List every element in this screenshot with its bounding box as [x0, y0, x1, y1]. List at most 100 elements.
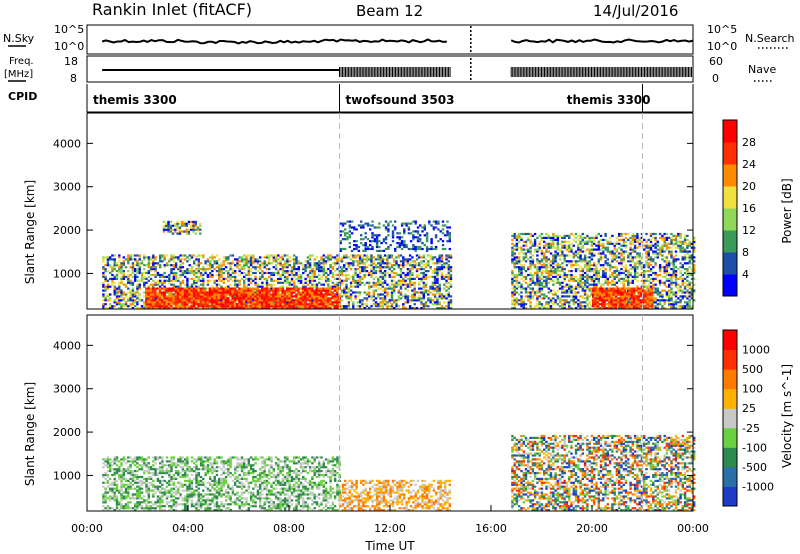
- heatmap-cell: [217, 295, 221, 298]
- heatmap-cell: [597, 271, 600, 275]
- heatmap-cell: [333, 262, 337, 265]
- heatmap-cell: [149, 266, 153, 269]
- heatmap-cell: [586, 281, 589, 284]
- heatmap-cell: [324, 289, 327, 292]
- heatmap-cell: [608, 262, 612, 265]
- heatmap-cell: [438, 285, 441, 288]
- heatmap-cell: [308, 297, 312, 300]
- heatmap-cell: [443, 287, 446, 290]
- heatmap-cell: [281, 299, 284, 302]
- heatmap-cell: [434, 245, 438, 249]
- heatmap-cell: [270, 293, 273, 296]
- heatmap-cell: [206, 268, 210, 271]
- heatmap-cell: [167, 303, 171, 306]
- heatmap-cell: [356, 264, 360, 267]
- heatmap-cell: [213, 303, 216, 306]
- heatmap-cell: [549, 305, 553, 308]
- heatmap-cell: [322, 254, 325, 257]
- heatmap-cell: [529, 297, 532, 300]
- heatmap-cell: [611, 242, 614, 245]
- heatmap-cell: [274, 289, 277, 292]
- heatmap-cell: [161, 307, 164, 310]
- heatmap-cell: [220, 299, 223, 302]
- heatmap-cell: [333, 297, 337, 300]
- heatmap-cell: [375, 242, 379, 245]
- heatmap-cell: [620, 234, 623, 237]
- heatmap-cell: [170, 295, 173, 298]
- heatmap-cell: [145, 307, 148, 310]
- heatmap-cell: [199, 268, 203, 271]
- heatmap-cell: [579, 266, 582, 269]
- heatmap-cell: [387, 234, 390, 237]
- heatmap-cell: [531, 244, 535, 247]
- heatmap-cell: [443, 283, 446, 286]
- heatmap-cell: [134, 301, 137, 304]
- heatmap-cell: [577, 287, 580, 290]
- heatmap-cell: [299, 299, 302, 302]
- heatmap-cell: [432, 228, 436, 231]
- heatmap-cell: [192, 299, 196, 302]
- heatmap-cell: [428, 247, 431, 251]
- heatmap-cell: [563, 256, 566, 259]
- heatmap-cell: [404, 273, 407, 277]
- heatmap-cell: [247, 277, 250, 280]
- heatmap-cell: [518, 268, 521, 271]
- heatmap-cell: [145, 287, 148, 290]
- heatmap-cell: [104, 297, 107, 300]
- heatmap-cell: [315, 303, 318, 306]
- heatmap-cell: [211, 266, 214, 269]
- heatmap-cell: [174, 297, 177, 300]
- heatmap-cell: [196, 228, 200, 231]
- heatmap-cell: [436, 271, 439, 275]
- heatmap-cell: [308, 262, 312, 265]
- heatmap-cell: [281, 258, 285, 261]
- heatmap-cell: [608, 270, 612, 273]
- heatmap-cell: [306, 297, 309, 300]
- heatmap-cell: [593, 270, 596, 273]
- heatmap-cell: [552, 254, 555, 257]
- heatmap-cell: [322, 293, 325, 296]
- heatmap-cell: [320, 258, 323, 261]
- heatmap-cell: [427, 297, 430, 300]
- heatmap-cell: [375, 245, 379, 249]
- heatmap-cell: [229, 301, 232, 304]
- heatmap-cell: [413, 297, 416, 300]
- heatmap-cell: [172, 271, 175, 275]
- heatmap-cell: [204, 268, 207, 271]
- heatmap-cell: [529, 262, 532, 265]
- heatmap-cell: [174, 295, 177, 298]
- heatmap-cell: [400, 240, 404, 243]
- heatmap-cell: [240, 301, 243, 304]
- heatmap-cell: [350, 232, 354, 235]
- heatmap-cell: [231, 275, 235, 278]
- heatmap-cell: [377, 254, 380, 257]
- heatmap-cell: [279, 260, 282, 263]
- heatmap-cell: [127, 273, 130, 277]
- heatmap-cell: [331, 303, 334, 306]
- heatmap-cell: [147, 291, 150, 294]
- heatmap-cell: [424, 285, 428, 288]
- heatmap-cell: [201, 295, 205, 298]
- heatmap-cell: [608, 275, 612, 278]
- heatmap-cell: [327, 254, 330, 257]
- heatmap-cell: [172, 266, 175, 269]
- heatmap-cell: [333, 273, 337, 277]
- heatmap-cell: [345, 305, 348, 308]
- heatmap-cell: [217, 303, 221, 306]
- heatmap-cell: [145, 264, 148, 267]
- heatmap-cell: [372, 293, 375, 296]
- heatmap-cell: [579, 256, 582, 259]
- heatmap-cell: [586, 260, 589, 263]
- heatmap-cell: [288, 289, 291, 292]
- heatmap-cell: [368, 273, 371, 277]
- heatmap-cell: [556, 266, 559, 269]
- heatmap-cell: [259, 266, 262, 269]
- heatmap-cell: [281, 287, 284, 290]
- heatmap-cell: [579, 285, 582, 288]
- heatmap-cell: [192, 293, 196, 296]
- heatmap-cell: [593, 279, 596, 282]
- heatmap-cell: [238, 264, 241, 267]
- heatmap-cell: [238, 273, 241, 277]
- heatmap-cell: [259, 268, 262, 271]
- heatmap-cell: [222, 291, 225, 294]
